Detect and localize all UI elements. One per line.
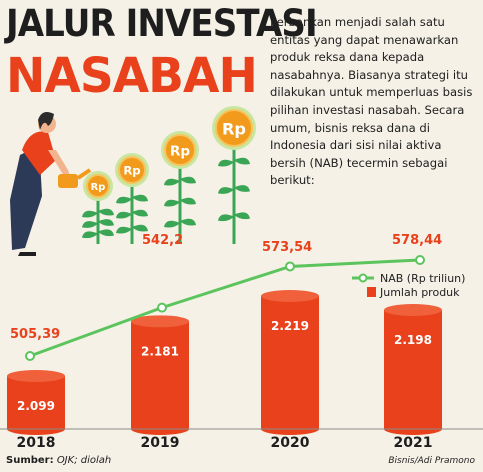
credit: Bisnis/Adi Pramono	[388, 456, 475, 466]
bar-label-2018: 2.099	[17, 399, 55, 413]
svg-text:Rp: Rp	[222, 119, 246, 138]
bar-2018: 2.099	[7, 370, 65, 435]
svg-text:Rp: Rp	[91, 182, 106, 193]
x-tick-2018: 2018	[17, 435, 56, 451]
nab-point-2020	[285, 261, 295, 272]
bar-label-2021: 2.198	[394, 333, 432, 347]
plants-illustration: Rp Rp Rp Rp	[82, 106, 256, 244]
woman-watering-illustration	[10, 112, 92, 256]
nab-label-2021: 578,44	[392, 233, 442, 248]
source-label: Sumber:	[6, 455, 54, 466]
svg-text:Jumlah produk: Jumlah produk	[379, 286, 460, 299]
nab-label-2019: 542,2	[142, 233, 183, 248]
source-note: Sumber: OJK; diolah	[6, 455, 111, 466]
bar-2019: 2.181	[131, 315, 189, 435]
svg-text:Rp: Rp	[170, 143, 190, 159]
nab-label-2018: 505,39	[10, 327, 60, 342]
svg-text:NAB (Rp triliun): NAB (Rp triliun)	[380, 272, 465, 285]
svg-text:Rp: Rp	[123, 164, 140, 178]
x-tick-2021: 2021	[394, 435, 433, 451]
title-line-1: JALUR INVESTASI	[6, 2, 318, 45]
x-tick-2020: 2020	[271, 435, 310, 451]
bar-2021: 2.198	[384, 304, 442, 435]
bar-label-2019: 2.181	[141, 344, 179, 358]
nab-point-2018	[25, 351, 35, 361]
x-tick-2019: 2019	[141, 435, 180, 451]
nab-point-2021	[415, 255, 425, 265]
intro-text: Perbankan menjadi salah satu entitas yan…	[270, 15, 473, 188]
bar-2020: 2.219	[261, 290, 319, 435]
source-value: OJK; diolah	[56, 455, 112, 466]
nab-point-2019	[157, 302, 167, 313]
legend-jumlah: Jumlah produk	[367, 286, 460, 299]
nab-label-2020: 573,54	[262, 240, 312, 255]
nab-line	[29, 258, 421, 358]
title-line-2: NASABAH	[6, 48, 258, 104]
bar-label-2020: 2.219	[271, 319, 309, 333]
legend-nab: NAB (Rp triliun)	[352, 272, 465, 285]
